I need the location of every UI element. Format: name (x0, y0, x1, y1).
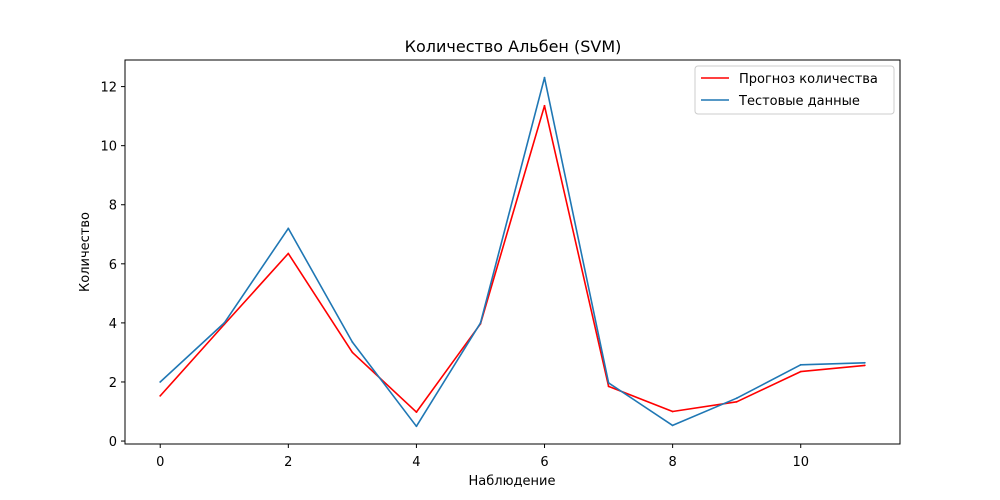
legend-box (694, 65, 895, 115)
series-2-point (159, 381, 162, 383)
series-1-point (799, 370, 802, 373)
series-2-point (671, 424, 674, 427)
series-1-point (351, 351, 354, 354)
plot-frame (124, 59, 901, 445)
series-1-point (671, 410, 674, 413)
series-1-point (543, 104, 546, 107)
series-2-point (415, 425, 418, 428)
y-tick-label: 8 (109, 199, 117, 214)
y-tick-label: 10 (100, 140, 117, 155)
legend-label-1: Прогноз количества (739, 72, 878, 87)
x-tick-label: 2 (284, 455, 292, 470)
series-1-point (415, 411, 418, 413)
series-2-point (863, 361, 866, 364)
y-axis-label: Количество (78, 212, 93, 292)
y-tick-label: 0 (109, 435, 117, 450)
series-line-2 (159, 76, 865, 428)
x-tick-label: 0 (156, 455, 164, 470)
y-tick-label: 6 (109, 258, 117, 273)
series-2-point (479, 322, 482, 324)
series-2-point (735, 397, 738, 400)
y-tick-label: 2 (109, 376, 117, 391)
y-tick-label: 12 (100, 81, 117, 96)
chart-title: Количество Альбен (SVM) (405, 37, 622, 56)
series-2-point (351, 341, 354, 343)
series-1-point (287, 252, 290, 255)
series-2-point (543, 76, 546, 79)
series-2-point (607, 382, 610, 384)
x-axis: 0 2 4 6 8 10 (156, 444, 809, 470)
series-2-point (799, 363, 802, 366)
x-tick-label: 8 (668, 455, 676, 470)
series-2-point (287, 227, 290, 230)
x-tick-label: 10 (792, 455, 809, 470)
series-layer (159, 76, 866, 428)
y-axis: 0 2 4 6 8 10 12 (100, 81, 125, 450)
y-tick-label: 4 (109, 317, 117, 332)
series-1-point (735, 400, 738, 403)
x-tick-label: 4 (412, 455, 420, 470)
x-axis-label: Наблюдение (469, 474, 556, 489)
legend: Прогноз количества Тестовые данные (694, 65, 895, 115)
series-line-1 (159, 105, 865, 413)
series-1-point (863, 364, 866, 367)
series-1-point (607, 385, 610, 388)
series-1-point (159, 395, 162, 397)
x-tick-label: 6 (540, 455, 548, 470)
series-2-point (223, 322, 226, 324)
legend-label-2: Тестовые данные (738, 94, 860, 109)
